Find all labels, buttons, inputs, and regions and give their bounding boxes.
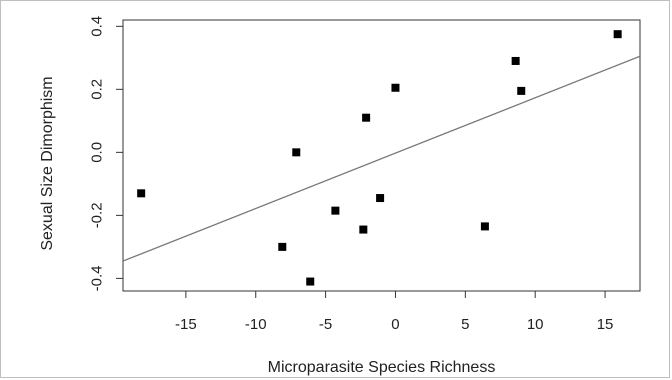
x-tick-label: -5 xyxy=(319,316,332,333)
y-axis: -0.4 -0.2 0.0 0.2 0.4 xyxy=(89,16,124,291)
data-point xyxy=(306,277,315,286)
y-tick-label: 0.2 xyxy=(89,79,106,100)
data-point xyxy=(331,206,340,215)
y-tick-label: 0.0 xyxy=(89,142,106,163)
y-tick-label: -0.2 xyxy=(89,202,106,228)
data-point xyxy=(359,225,368,234)
y-tick-label: 0.4 xyxy=(89,16,106,37)
data-point xyxy=(391,83,400,92)
data-point xyxy=(613,30,622,39)
data-point xyxy=(292,148,301,157)
x-tick-label: -10 xyxy=(245,316,267,333)
x-tick-label: -15 xyxy=(175,316,197,333)
data-point xyxy=(480,222,489,231)
y-tick-label: -0.4 xyxy=(89,265,106,291)
y-axis-title: Sexual Size Dimorphism xyxy=(39,76,56,250)
regression-line xyxy=(122,55,641,262)
x-tick-label: 10 xyxy=(527,316,544,333)
x-axis: -15 -10 -5 0 5 10 15 xyxy=(175,290,614,333)
data-points xyxy=(137,30,622,286)
data-point xyxy=(376,194,385,203)
x-tick-label: 15 xyxy=(597,316,614,333)
data-point xyxy=(137,189,146,198)
data-point xyxy=(511,56,520,65)
x-tick-label: 0 xyxy=(391,316,399,333)
data-point xyxy=(362,113,371,122)
data-point xyxy=(517,86,526,95)
x-tick-label: 5 xyxy=(461,316,469,333)
plot-area-border xyxy=(122,19,641,292)
x-axis-title: Microparasite Species Richness xyxy=(268,359,496,376)
data-point xyxy=(278,242,287,251)
